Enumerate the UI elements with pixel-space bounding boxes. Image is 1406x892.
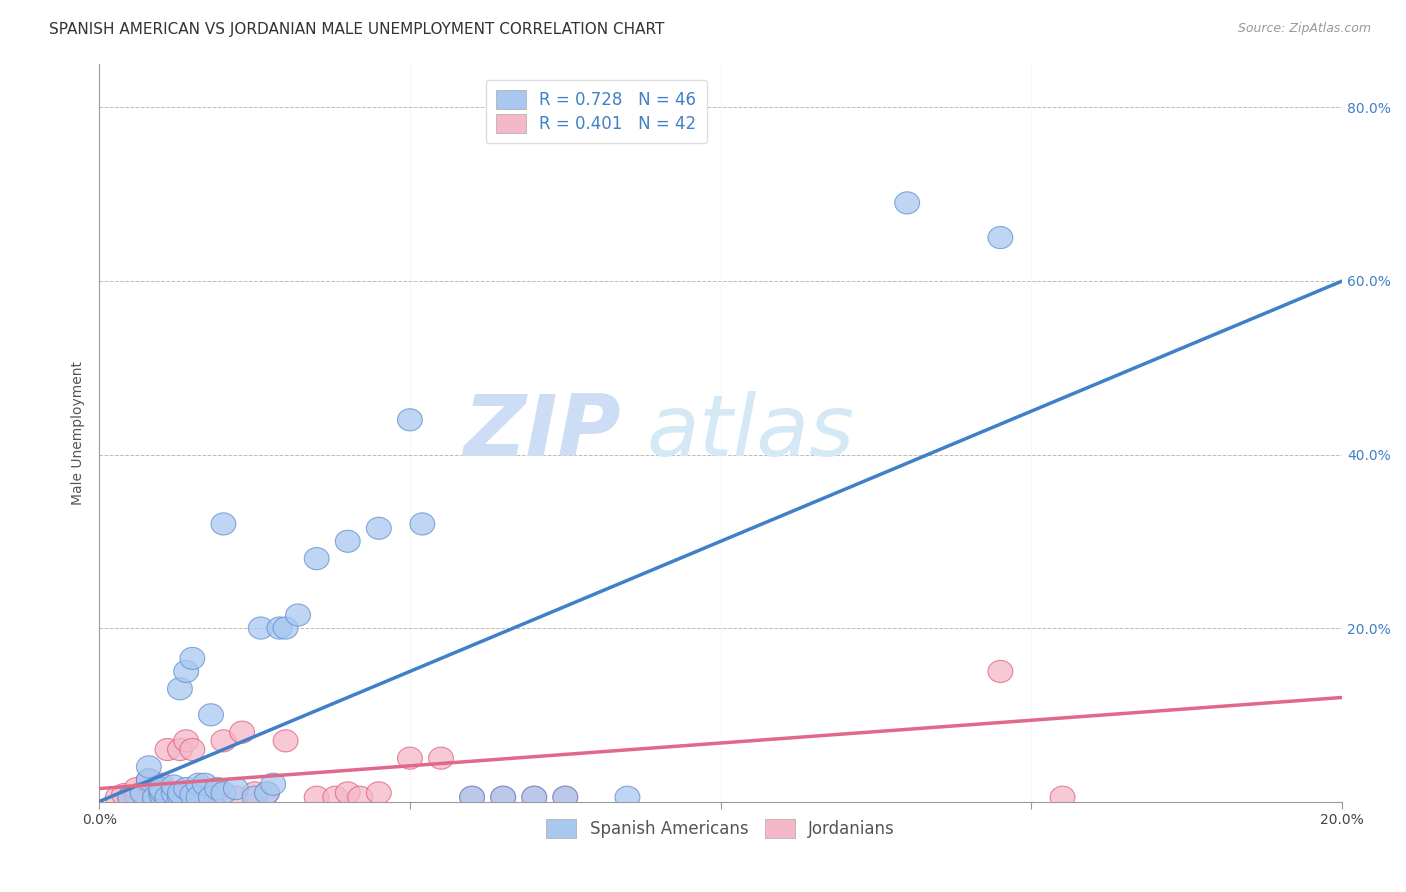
Ellipse shape [167, 786, 193, 808]
Ellipse shape [460, 786, 485, 808]
Ellipse shape [367, 781, 391, 804]
Ellipse shape [186, 786, 211, 808]
Text: SPANISH AMERICAN VS JORDANIAN MALE UNEMPLOYMENT CORRELATION CHART: SPANISH AMERICAN VS JORDANIAN MALE UNEMP… [49, 22, 665, 37]
Ellipse shape [285, 604, 311, 626]
Ellipse shape [142, 781, 167, 804]
Ellipse shape [988, 660, 1012, 682]
Ellipse shape [136, 769, 162, 791]
Ellipse shape [193, 773, 217, 796]
Ellipse shape [205, 781, 229, 804]
Ellipse shape [124, 778, 149, 799]
Ellipse shape [186, 773, 211, 796]
Ellipse shape [131, 781, 155, 804]
Ellipse shape [323, 786, 347, 808]
Ellipse shape [398, 409, 422, 431]
Ellipse shape [124, 783, 149, 805]
Ellipse shape [367, 517, 391, 540]
Ellipse shape [155, 786, 180, 808]
Ellipse shape [224, 786, 249, 808]
Ellipse shape [254, 781, 280, 804]
Ellipse shape [211, 730, 236, 752]
Ellipse shape [224, 778, 249, 799]
Ellipse shape [211, 781, 236, 804]
Ellipse shape [180, 783, 205, 805]
Ellipse shape [198, 786, 224, 808]
Ellipse shape [136, 756, 162, 778]
Ellipse shape [186, 786, 211, 808]
Ellipse shape [1050, 786, 1076, 808]
Ellipse shape [142, 786, 167, 808]
Ellipse shape [254, 781, 280, 804]
Ellipse shape [111, 783, 136, 805]
Ellipse shape [155, 786, 180, 808]
Ellipse shape [131, 781, 155, 804]
Ellipse shape [335, 781, 360, 804]
Ellipse shape [260, 773, 285, 796]
Ellipse shape [136, 786, 162, 808]
Ellipse shape [304, 548, 329, 570]
Ellipse shape [162, 781, 186, 804]
Ellipse shape [491, 786, 516, 808]
Ellipse shape [522, 786, 547, 808]
Ellipse shape [988, 227, 1012, 249]
Ellipse shape [167, 781, 193, 804]
Ellipse shape [149, 783, 174, 805]
Ellipse shape [198, 704, 224, 726]
Ellipse shape [398, 747, 422, 769]
Ellipse shape [267, 617, 292, 639]
Ellipse shape [249, 617, 273, 639]
Ellipse shape [174, 778, 198, 799]
Ellipse shape [553, 786, 578, 808]
Ellipse shape [149, 778, 174, 799]
Ellipse shape [174, 660, 198, 682]
Ellipse shape [167, 786, 193, 808]
Legend: Spanish Americans, Jordanians: Spanish Americans, Jordanians [540, 813, 901, 845]
Ellipse shape [118, 786, 142, 808]
Ellipse shape [304, 786, 329, 808]
Ellipse shape [242, 781, 267, 804]
Ellipse shape [198, 786, 224, 808]
Ellipse shape [162, 775, 186, 797]
Ellipse shape [205, 778, 229, 799]
Ellipse shape [174, 730, 198, 752]
Ellipse shape [118, 786, 142, 808]
Ellipse shape [411, 513, 434, 535]
Text: Source: ZipAtlas.com: Source: ZipAtlas.com [1237, 22, 1371, 36]
Ellipse shape [491, 786, 516, 808]
Y-axis label: Male Unemployment: Male Unemployment [72, 361, 86, 505]
Ellipse shape [522, 786, 547, 808]
Ellipse shape [193, 781, 217, 804]
Ellipse shape [162, 781, 186, 804]
Ellipse shape [429, 747, 453, 769]
Text: atlas: atlas [647, 392, 853, 475]
Ellipse shape [211, 513, 236, 535]
Ellipse shape [167, 739, 193, 761]
Ellipse shape [105, 786, 131, 808]
Ellipse shape [347, 786, 373, 808]
Ellipse shape [180, 648, 205, 670]
Ellipse shape [335, 530, 360, 552]
Ellipse shape [553, 786, 578, 808]
Ellipse shape [273, 730, 298, 752]
Ellipse shape [180, 783, 205, 805]
Ellipse shape [180, 739, 205, 761]
Ellipse shape [460, 786, 485, 808]
Ellipse shape [136, 769, 162, 791]
Ellipse shape [149, 783, 174, 805]
Ellipse shape [242, 786, 267, 808]
Ellipse shape [155, 739, 180, 761]
Ellipse shape [149, 780, 174, 802]
Ellipse shape [273, 617, 298, 639]
Ellipse shape [167, 678, 193, 700]
Ellipse shape [614, 786, 640, 808]
Ellipse shape [894, 192, 920, 214]
Ellipse shape [229, 721, 254, 743]
Text: ZIP: ZIP [464, 392, 621, 475]
Ellipse shape [149, 773, 174, 796]
